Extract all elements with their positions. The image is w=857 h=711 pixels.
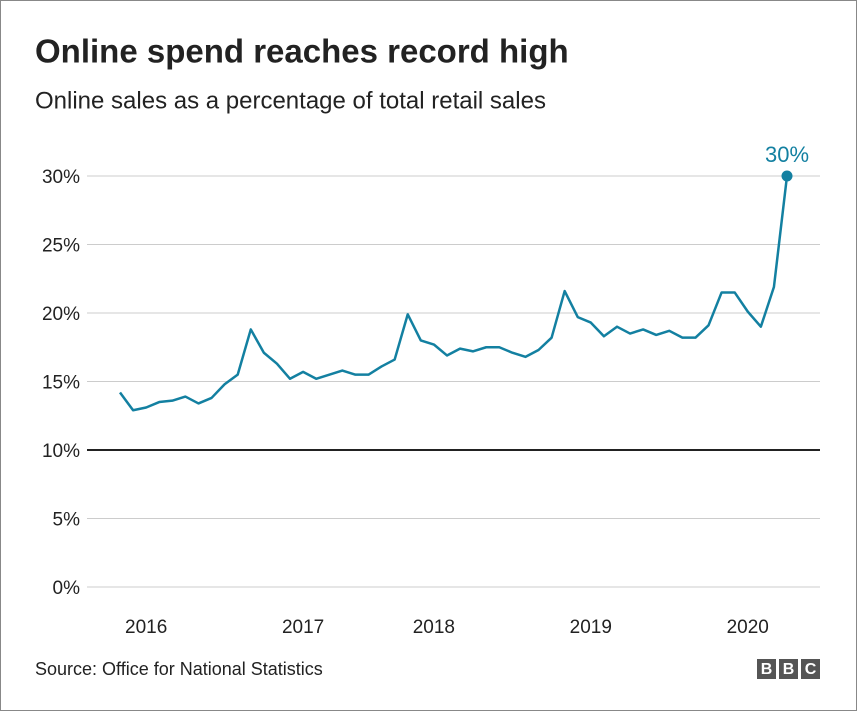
value-label: 30% xyxy=(765,142,809,167)
y-tick-label: 10% xyxy=(42,441,80,462)
chart-subtitle: Online sales as a percentage of total re… xyxy=(35,87,546,114)
logo-box xyxy=(757,659,776,679)
x-tick-label: 2019 xyxy=(570,617,612,638)
x-tick-label: 2016 xyxy=(125,617,167,638)
x-tick-label: 2020 xyxy=(727,617,769,638)
x-tick-label: 2018 xyxy=(413,617,455,638)
y-tick-label: 30% xyxy=(42,167,80,188)
x-tick-label: 2017 xyxy=(282,617,324,638)
source: Source: Office for National Statistics xyxy=(35,659,323,679)
logo-box xyxy=(779,659,798,679)
logo-letter: B xyxy=(783,661,795,678)
y-tick-label: 5% xyxy=(53,510,81,531)
logo-letter: B xyxy=(761,661,773,678)
logo-box xyxy=(801,659,820,679)
y-tick-label: 20% xyxy=(42,304,80,325)
logo-letter: C xyxy=(805,661,817,678)
y-tick-label: 15% xyxy=(42,373,80,394)
y-tick-label: 0% xyxy=(53,578,81,599)
chart-title: Online spend reaches record high xyxy=(35,33,569,70)
line xyxy=(118,175,789,412)
point xyxy=(781,170,793,182)
y-tick-label: 25% xyxy=(42,236,80,257)
